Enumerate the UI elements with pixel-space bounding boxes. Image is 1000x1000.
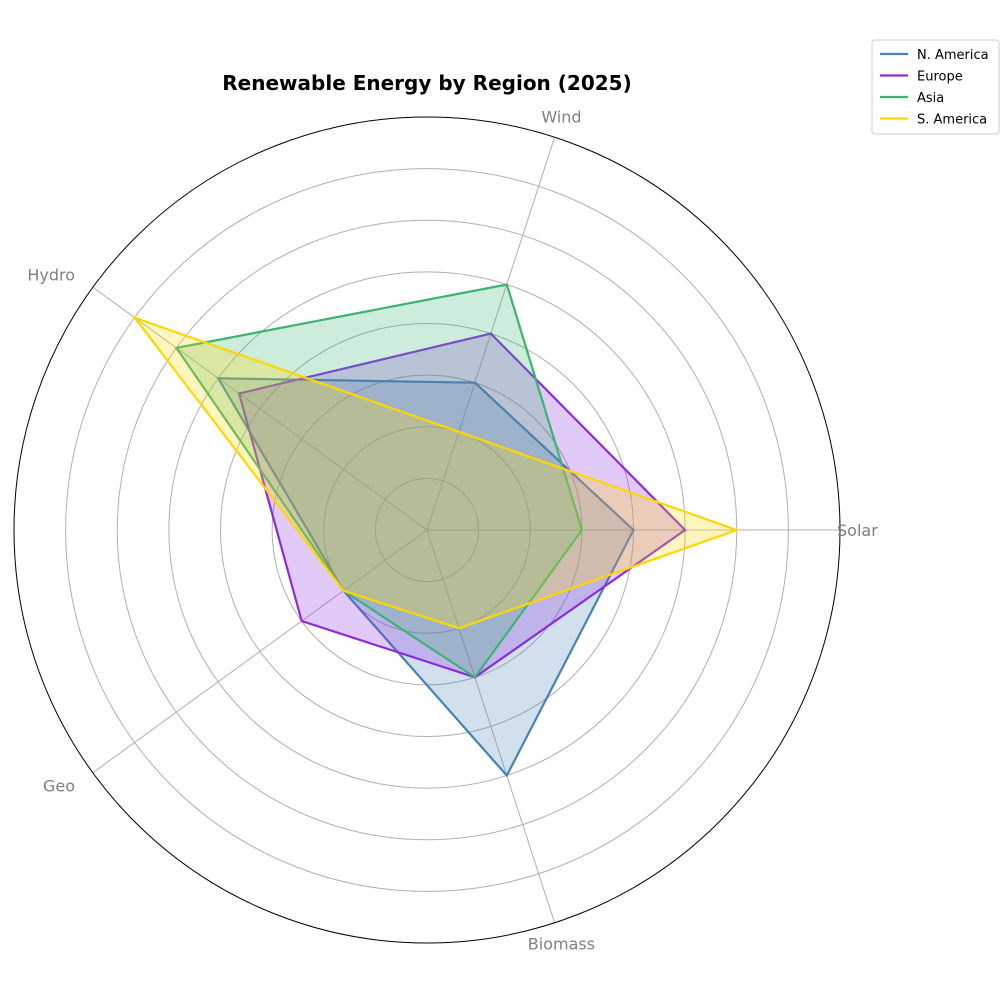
radar-series	[131, 283, 741, 778]
legend-box	[871, 39, 1000, 135]
axis-label-geo: Geo	[43, 777, 75, 796]
series-line-0	[216, 377, 635, 778]
spoke-biomass	[426, 529, 556, 923]
series-line-2	[174, 283, 584, 679]
axis-label-solar: Solar	[837, 521, 878, 540]
series-line-1	[237, 332, 687, 679]
legend-label-0: N. America	[917, 48, 989, 63]
axis-label-wind: Wind	[541, 107, 581, 126]
series-line-3	[131, 315, 741, 630]
series-fill-2	[176, 284, 582, 678]
spoke-hydro	[92, 286, 428, 531]
chart-title: Renewable Energy by Region (2025)	[222, 71, 631, 95]
series-fill-0	[218, 378, 634, 776]
axis-label-hydro: Hydro	[27, 265, 75, 284]
axis-labels: Solar Wind Hydro Geo Biomass	[27, 107, 878, 953]
legend-label-1: Europe	[917, 70, 963, 85]
legend-label-3: S. America	[917, 113, 987, 128]
outer-frame	[13, 116, 841, 944]
axis-label-biomass: Biomass	[528, 935, 595, 954]
legend-label-2: Asia	[917, 91, 944, 106]
series-fill-1	[239, 333, 686, 678]
spoke-geo	[92, 529, 428, 774]
legend: N. America Europe Asia S. America	[871, 39, 1000, 135]
series-fill-3	[134, 317, 737, 629]
